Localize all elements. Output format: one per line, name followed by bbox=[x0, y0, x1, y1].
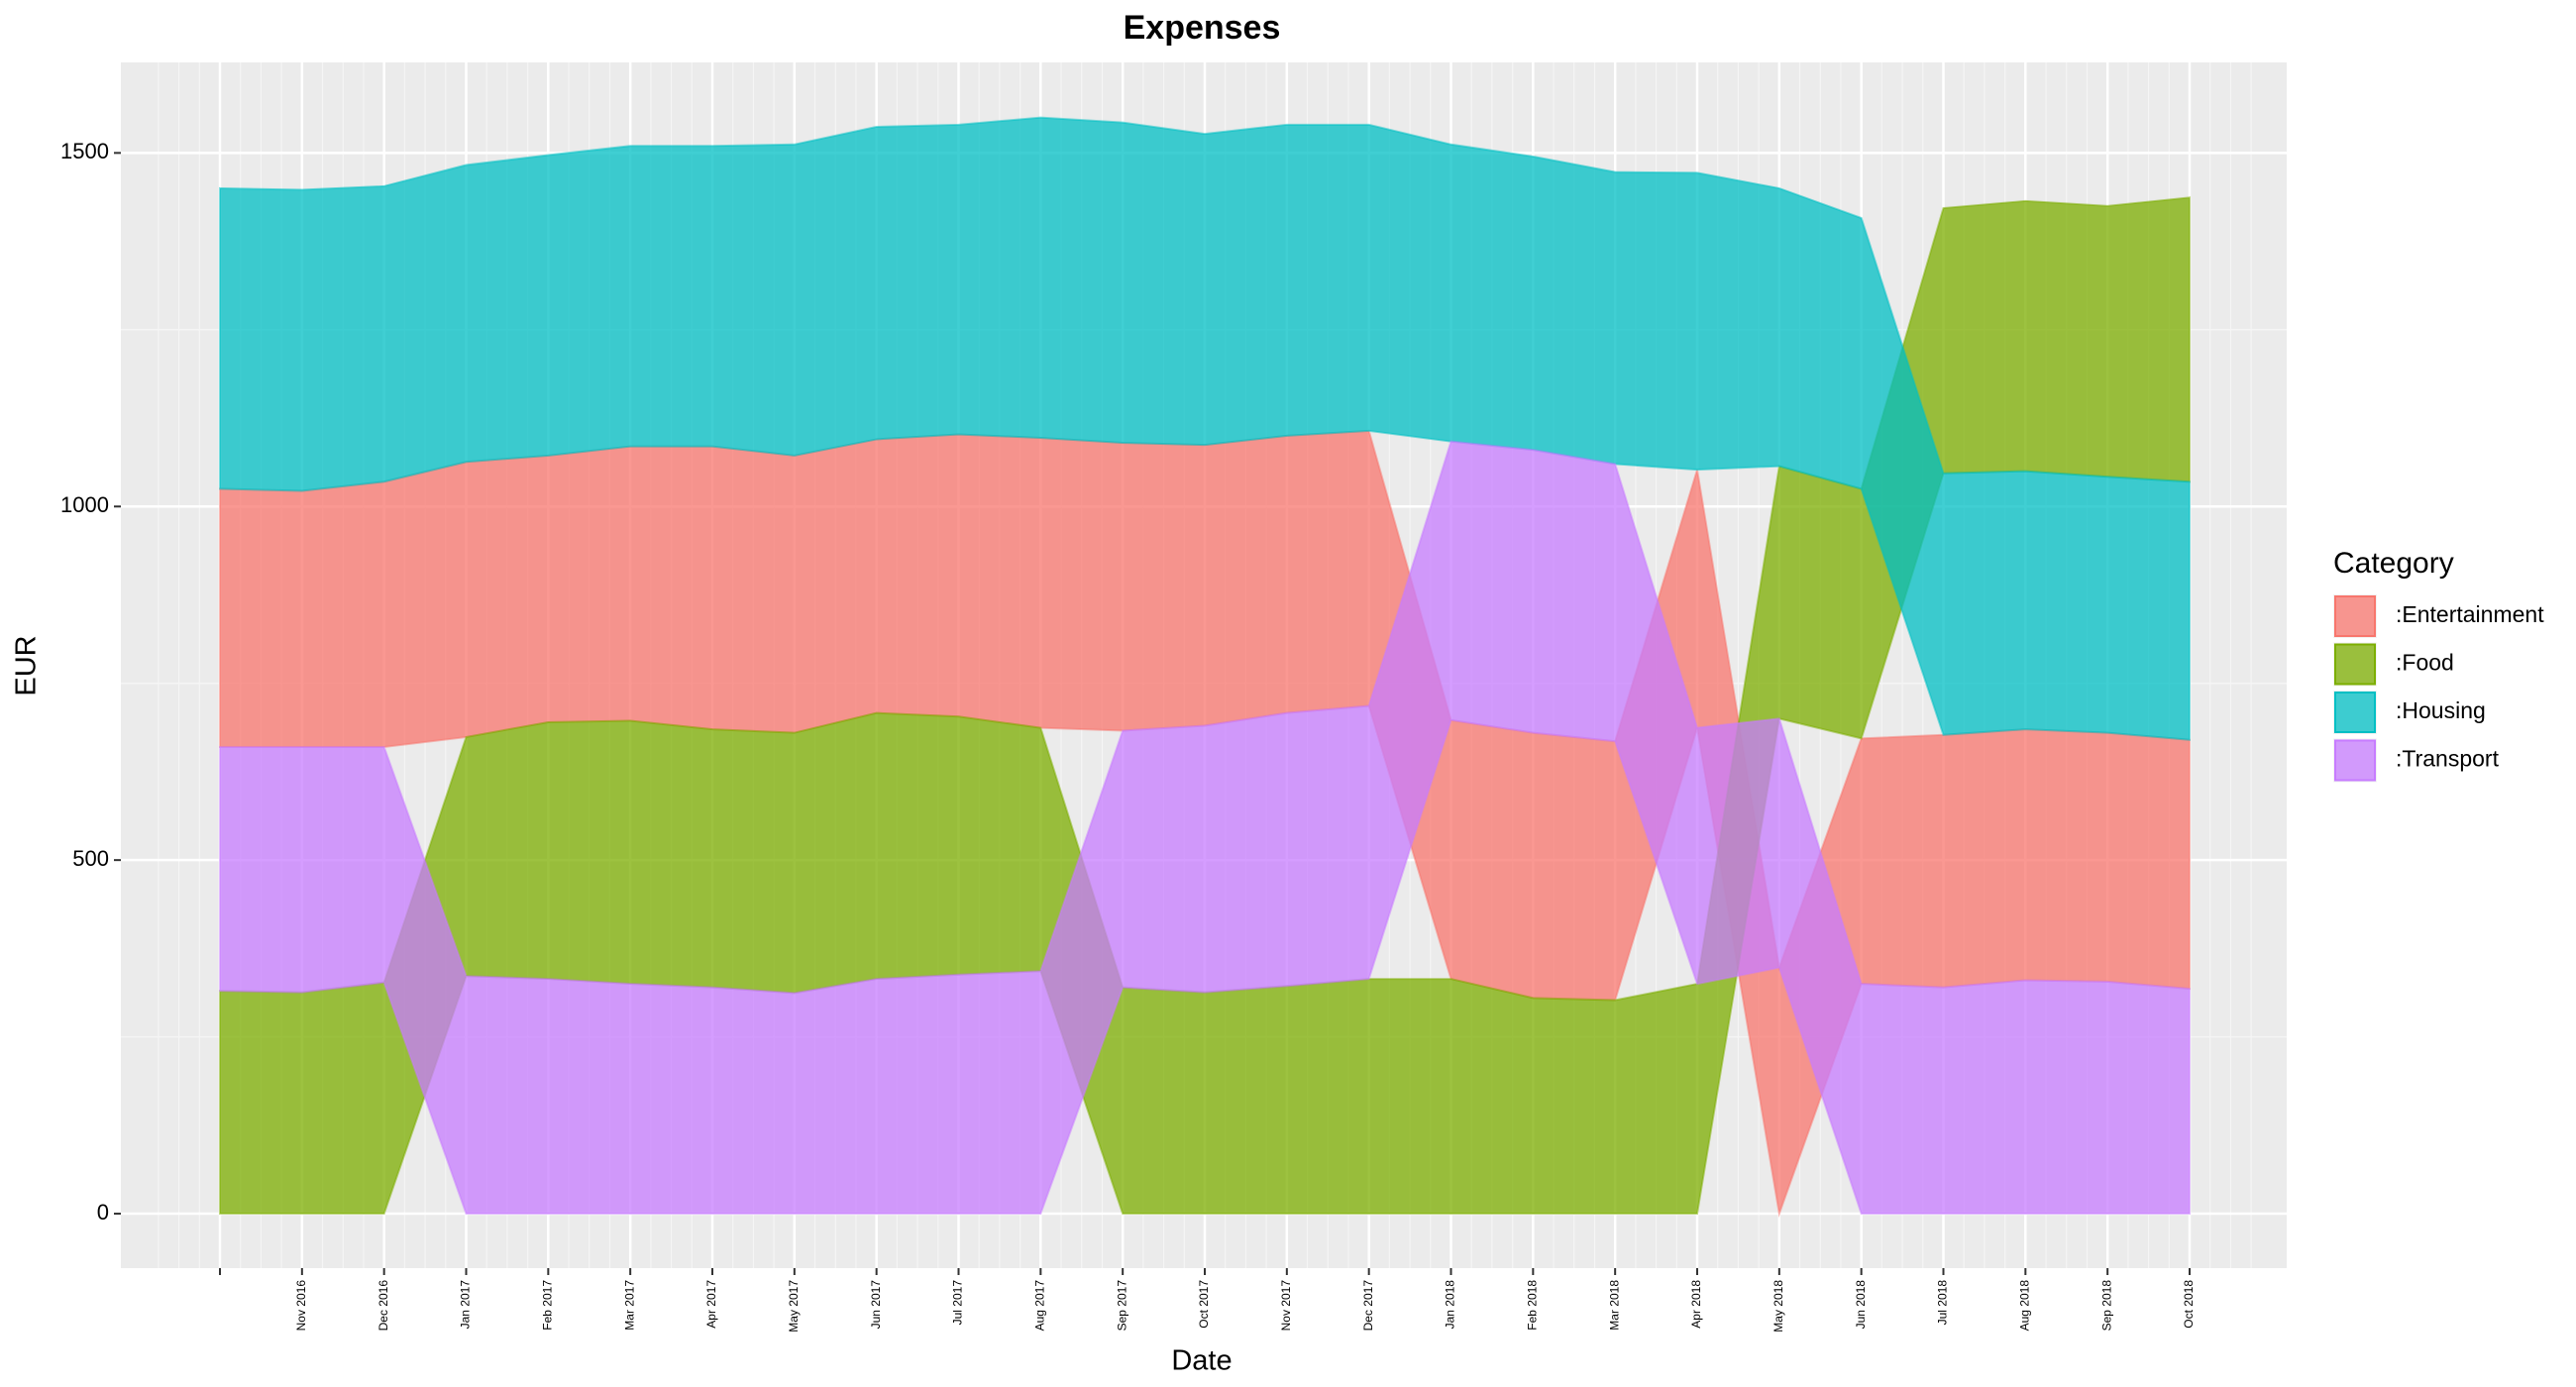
x-tick-label: Nov 2017 bbox=[1279, 1280, 1293, 1332]
x-tick-label: Feb 2018 bbox=[1526, 1280, 1540, 1331]
x-tick-label: Sep 2017 bbox=[1115, 1280, 1128, 1332]
chart-title: Expenses bbox=[1124, 9, 1281, 47]
x-tick-label: Oct 2018 bbox=[2182, 1280, 2196, 1329]
areas bbox=[219, 116, 2191, 1218]
x-tick-label: Aug 2018 bbox=[2018, 1280, 2032, 1332]
x-tick-label: Apr 2017 bbox=[704, 1280, 718, 1329]
x-tick-label: Dec 2017 bbox=[1361, 1280, 1375, 1332]
x-tick-label: Feb 2017 bbox=[541, 1280, 555, 1331]
legend-swatch bbox=[2334, 692, 2376, 733]
x-tick-label: Jul 2017 bbox=[951, 1280, 965, 1326]
x-tick-label: Nov 2016 bbox=[294, 1280, 308, 1332]
x-tick-label: Jan 2018 bbox=[1444, 1280, 1457, 1330]
area bbox=[219, 440, 2191, 1216]
x-tick-label: Oct 2017 bbox=[1197, 1280, 1211, 1329]
x-tick-label: Mar 2017 bbox=[622, 1280, 636, 1331]
x-tick-label: Mar 2018 bbox=[1607, 1280, 1621, 1331]
area bbox=[219, 116, 2191, 741]
legend-swatch bbox=[2334, 643, 2376, 686]
x-tick-label: May 2018 bbox=[1771, 1280, 1785, 1333]
x-tick-label: Apr 2018 bbox=[1689, 1280, 1703, 1329]
x-tick-label: Jan 2017 bbox=[459, 1280, 473, 1330]
legend-swatch bbox=[2334, 739, 2376, 782]
y-tick-label: 1000 bbox=[60, 492, 109, 517]
x-tick-label: May 2017 bbox=[787, 1280, 801, 1333]
x-tick-label: Jul 2018 bbox=[1936, 1280, 1950, 1326]
legend-label: :Housing bbox=[2396, 697, 2486, 723]
legend: Category :Entertainment :Food :Housing :Tra… bbox=[2333, 547, 2544, 783]
x-tick-label: Dec 2016 bbox=[376, 1280, 390, 1332]
legend-title: Category bbox=[2333, 547, 2454, 580]
legend-label: :Transport bbox=[2396, 746, 2500, 772]
x-tick-label: Sep 2018 bbox=[2099, 1280, 2113, 1332]
y-axis-title: EUR bbox=[11, 635, 43, 695]
x-tick-label: Jun 2018 bbox=[1854, 1280, 1868, 1330]
x-tick-label: Jun 2017 bbox=[869, 1280, 883, 1330]
x-axis-title: Date bbox=[1171, 1345, 1232, 1377]
y-tick-label: 1500 bbox=[60, 139, 109, 163]
axes: 0 500 1000 1500 Nov 2016 Dec 2016 Jan 2017 Feb … bbox=[60, 139, 2196, 1333]
y-tick-label: 500 bbox=[72, 846, 109, 871]
y-tick-label: 0 bbox=[97, 1200, 109, 1225]
x-tick-label: Aug 2017 bbox=[1033, 1280, 1047, 1332]
legend-label: :Entertainment bbox=[2396, 601, 2544, 627]
legend-swatch bbox=[2334, 595, 2376, 637]
legend-label: :Food bbox=[2396, 650, 2454, 676]
